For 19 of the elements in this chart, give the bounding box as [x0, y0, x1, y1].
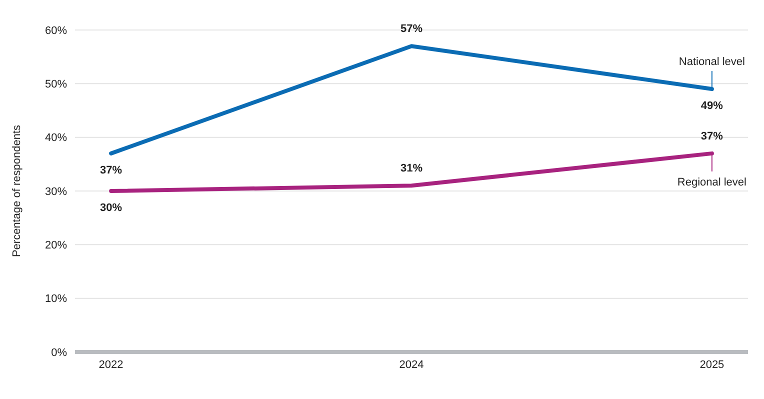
series-label: National level — [678, 56, 745, 68]
data-label: 37% — [700, 130, 724, 142]
data-label: 57% — [400, 23, 423, 36]
x-tick-label: 2022 — [98, 358, 124, 371]
y-tick-label: 60% — [44, 24, 68, 37]
y-tick-label: 20% — [44, 240, 68, 252]
y-tick-label: 50% — [44, 78, 68, 91]
data-label: 37% — [100, 164, 122, 176]
y-tick-label: 30% — [44, 186, 68, 198]
y-axis-title: Percentage of respondents — [10, 124, 23, 258]
data-label: 31% — [400, 162, 423, 175]
y-tick-label: 0% — [51, 346, 68, 359]
data-label: 49% — [700, 100, 724, 112]
y-tick-label: 10% — [44, 293, 68, 306]
x-tick-label: 2025 — [700, 358, 724, 371]
data-label: 30% — [100, 202, 122, 214]
legend-label: Regional level — [677, 176, 746, 188]
y-tick-label: 40% — [44, 132, 68, 144]
x-tick-label: 2024 — [399, 358, 424, 371]
